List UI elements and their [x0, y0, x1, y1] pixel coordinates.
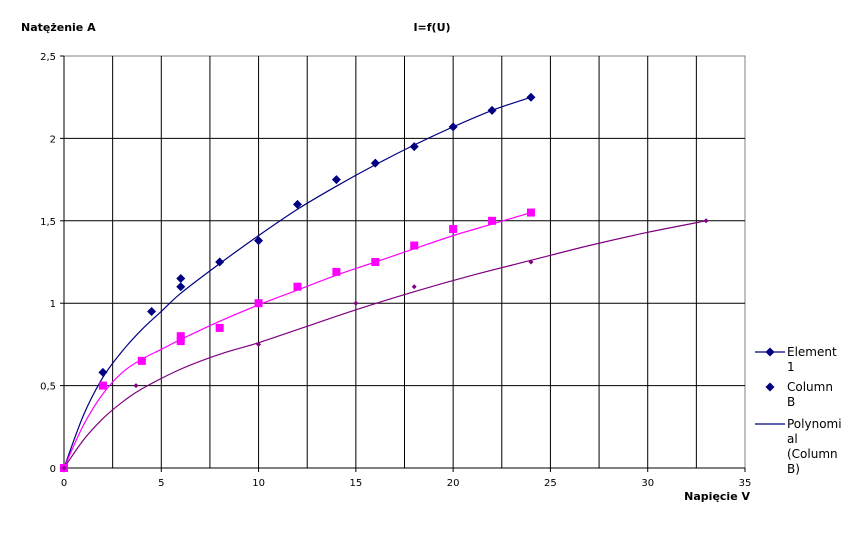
data-point-series-1	[448, 122, 458, 132]
data-point-series-1	[487, 105, 497, 115]
tick-labels: 0 5 10 15 20 25 30 35 0 0,5 1 1,5 2 2,5	[40, 52, 751, 489]
legend-label: Polynomi	[787, 417, 842, 431]
data-point-series-3	[411, 284, 417, 290]
x-tick-label: 10	[252, 478, 265, 489]
y-tick-label: 1,5	[40, 217, 56, 228]
data-point-series-1	[292, 199, 302, 209]
data-point-series-1	[526, 92, 536, 102]
y-tick-label: 0,5	[40, 382, 56, 393]
x-tick-label: 35	[739, 478, 752, 489]
data-point-series-1	[176, 273, 186, 283]
data-point-series-3	[133, 383, 139, 389]
data-point-series-2	[293, 282, 302, 291]
gridlines	[64, 56, 745, 468]
x-tick-label: 5	[158, 478, 164, 489]
legend-label: 1	[787, 360, 795, 374]
x-tick-label: 25	[544, 478, 557, 489]
data-point-series-3	[528, 259, 534, 265]
data-point-series-2	[215, 323, 224, 332]
data-point-series-2	[371, 258, 380, 266]
data-point-series-2	[254, 299, 263, 308]
data-point-series-2	[176, 332, 185, 341]
data-point-series-2	[488, 216, 497, 225]
data-point-series-2	[449, 225, 458, 234]
legend-label: Element	[787, 345, 837, 359]
data-point-series-3	[61, 465, 67, 471]
x-tick-label: 30	[641, 478, 654, 489]
data-point-series-3	[256, 341, 262, 347]
data-point-series-1	[331, 175, 341, 185]
data-point-series-2	[410, 241, 419, 250]
data-point-series-2	[137, 356, 146, 365]
data-point-series-2	[176, 337, 185, 346]
legend-label: B	[787, 395, 795, 409]
trendlines	[63, 96, 707, 469]
chart-title: I=f(U)	[413, 21, 450, 34]
y-tick-label: 2,5	[40, 52, 56, 63]
legend-label: al	[787, 432, 798, 446]
y-tick-label: 2	[50, 134, 56, 145]
data-points	[59, 92, 709, 473]
data-point-series-1	[254, 236, 264, 246]
legend-label: Column	[787, 380, 833, 394]
legend-label: B)	[787, 462, 800, 476]
y-tick-label: 1	[50, 299, 56, 310]
data-point-series-3	[703, 218, 709, 224]
data-point-series-2	[526, 208, 535, 217]
x-tick-label: 0	[61, 478, 67, 489]
axes	[60, 55, 746, 472]
legend-marker	[765, 347, 775, 357]
data-point-series-1	[370, 158, 380, 168]
data-point-series-1	[98, 367, 108, 377]
data-point-series-1	[215, 257, 225, 267]
data-point-series-2	[332, 267, 341, 276]
y-tick-label: 0	[50, 464, 56, 475]
data-point-series-3	[353, 300, 359, 306]
trendline-series-2	[63, 211, 532, 469]
data-point-series-1	[409, 142, 419, 152]
legend-label: (Column	[787, 447, 838, 461]
x-tick-label: 15	[349, 478, 362, 489]
data-point-series-2	[98, 381, 107, 390]
y-axis-title: Natężenie A	[21, 21, 96, 34]
x-axis-title: Napięcie V	[684, 490, 750, 503]
data-point-series-1	[176, 282, 186, 292]
trendline-series-3	[63, 220, 707, 469]
legend-marker	[765, 382, 775, 392]
plot-area	[59, 55, 746, 473]
trendline-series-1	[63, 96, 532, 469]
x-tick-label: 20	[447, 478, 460, 489]
data-point-series-1	[147, 306, 157, 316]
